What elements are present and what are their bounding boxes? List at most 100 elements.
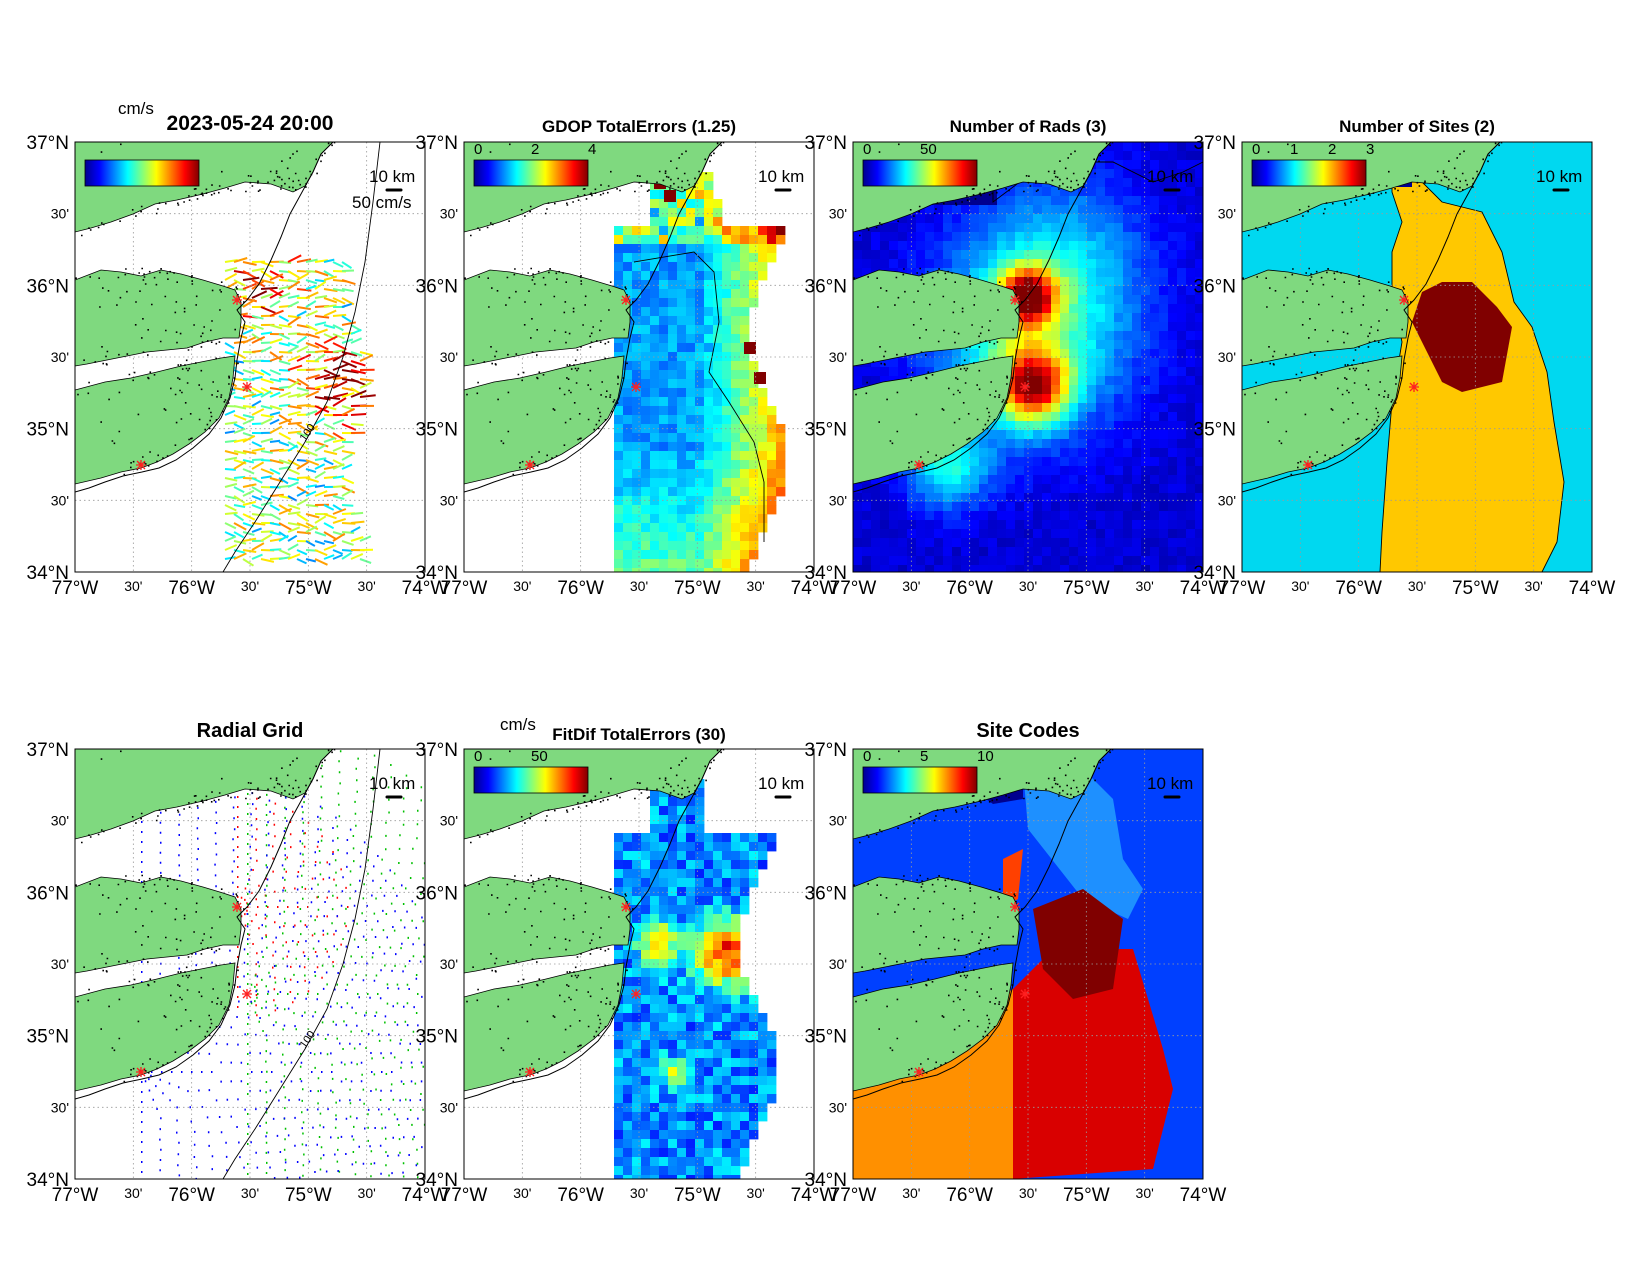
sites-map: 10 km 0 1 2 3: [1242, 141, 1592, 572]
sites-lon-tick-2: 76°W: [1335, 578, 1382, 599]
rads-lat-tick-1: 30': [829, 206, 847, 222]
sites-coast-speckle: [1242, 142, 1503, 476]
fitdif-land-1: [464, 876, 631, 974]
panel-gdop-total-errors: 10 km 0 2 4 37°N 30' 36°N 30' 35°N 30' 34°N77°W 30…: [416, 133, 838, 599]
grid-lon-tick-5: 30': [358, 1185, 376, 1201]
fitdif-colorbar-tick-0: 0: [474, 748, 482, 765]
grid-lat-tick-6: 34°N: [27, 1170, 69, 1191]
sites-lon-tick-6: 74°W: [1569, 578, 1616, 599]
codes-lat-tick-3: 30': [829, 956, 847, 972]
sites-colorbar-tick-2: 2: [1328, 141, 1336, 158]
grid-lat-tick-4: 35°N: [27, 1027, 69, 1048]
codes-colorbar-tick-2: 10: [977, 748, 994, 765]
fitdif-lat-tick-4: 35°N: [416, 1027, 458, 1048]
grid-radar-site-0: [232, 902, 242, 912]
grid-lat-tick-2: 36°N: [27, 883, 69, 904]
totals-lon-tick-6: 74°W: [402, 578, 449, 599]
codes-code-region-e: [1013, 949, 1173, 1179]
gdop-land-2: [464, 355, 625, 485]
codes-map: 10 km 0 5 10: [853, 748, 1203, 1179]
fitdif-lat-tick-5: 30': [440, 1099, 458, 1115]
grid-lon-tick-4: 75°W: [285, 1185, 332, 1206]
rads-map: 10 km 0 50: [853, 142, 1203, 572]
fitdif-radar-site-0: [621, 902, 631, 912]
rads-axes-frame: [852, 141, 1204, 573]
panel-fitdif-total-errors: 10 km 0 50 37°N 30' 36°N 30' 35°N 30' 34°N77°W 30…: [416, 740, 838, 1206]
gdop-scale-label: 10 km: [758, 167, 804, 186]
rads-lon-tick-4: 75°W: [1063, 578, 1110, 599]
grid-lon-tick-2: 76°W: [168, 1185, 215, 1206]
totals-lon-tick-0: 77°W: [52, 578, 99, 599]
gdop-contour: [633, 251, 765, 542]
gdop-lon-tick-1: 30': [513, 578, 531, 594]
fitdif-lat-tick-2: 36°N: [416, 883, 458, 904]
rads-lon-tick-1: 30': [902, 578, 920, 594]
vector-scale-label: 50 cm/s: [352, 193, 412, 212]
grid-land-2: [75, 962, 236, 1092]
sites-lat-tick-0: 37°N: [1194, 133, 1236, 154]
gdop-lon-tick-0: 77°W: [441, 578, 488, 599]
totals-scale-label: 10 km: [369, 167, 415, 186]
sites-lat-tick-6: 34°N: [1194, 563, 1236, 584]
sites-lon-tick-0: 77°W: [1219, 578, 1266, 599]
codes-land-1: [853, 876, 1020, 974]
gdop-lat-tick-6: 34°N: [416, 563, 458, 584]
rads-scale-label: 10 km: [1147, 167, 1193, 186]
sites-lat-tick-3: 30': [1218, 349, 1236, 365]
gdop-colorbar: [473, 159, 589, 187]
gdop-high-error-cell-1: [664, 190, 676, 202]
sites-lat-tick-5: 30': [1218, 492, 1236, 508]
gdop-coast-speckle: [464, 142, 725, 476]
sites-lon-tick-1: 30': [1291, 578, 1309, 594]
sites-scale-label: 10 km: [1536, 167, 1582, 186]
codes-lat-tick-1: 30': [829, 813, 847, 829]
rads-lat-tick-3: 30': [829, 349, 847, 365]
rads-lat-tick-2: 36°N: [805, 276, 847, 297]
panel-title-sites: Number of Sites (2): [1339, 117, 1495, 136]
sites-colorbar-tick-1: 1: [1290, 141, 1298, 158]
sites-three-site-region: [1412, 282, 1512, 392]
rads-lat-tick-5: 30': [829, 492, 847, 508]
codes-lat-tick-2: 36°N: [805, 883, 847, 904]
rads-lon-tick-5: 30': [1136, 578, 1154, 594]
totals-lat-tick-6: 34°N: [27, 563, 69, 584]
gdop-lon-tick-2: 76°W: [557, 578, 604, 599]
rads-lon-tick-6: 74°W: [1180, 578, 1227, 599]
grid-scale-label: 10 km: [369, 774, 415, 793]
fitdif-scale-label: 10 km: [758, 774, 804, 793]
grid-isobath-100: [222, 749, 381, 1179]
totals-lat-tick-2: 36°N: [27, 276, 69, 297]
sites-lat-tick-4: 35°N: [1194, 420, 1236, 441]
fitdif-lon-tick-0: 77°W: [441, 1185, 488, 1206]
rads-lat-tick-0: 37°N: [805, 133, 847, 154]
gdop-colorbar-tick-2: 4: [588, 141, 596, 158]
rads-lon-tick-3: 30': [1019, 578, 1037, 594]
codes-lon-tick-5: 30': [1136, 1185, 1154, 1201]
codes-radar-site-0: [1010, 902, 1020, 912]
codes-lat-tick-4: 35°N: [805, 1027, 847, 1048]
rads-lat-tick-4: 35°N: [805, 420, 847, 441]
grid-lat-tick-1: 30': [51, 813, 69, 829]
codes-lon-tick-6: 74°W: [1180, 1185, 1227, 1206]
codes-land-2: [853, 962, 1014, 1092]
panel-title-gdop: GDOP TotalErrors (1.25): [542, 117, 736, 136]
fitdif-lon-tick-3: 30': [630, 1185, 648, 1201]
grid-lon-tick-3: 30': [241, 1185, 259, 1201]
sites-land-1: [1242, 269, 1409, 367]
sites-radar-site-1: [1409, 382, 1419, 392]
grid-lat-tick-0: 37°N: [27, 740, 69, 761]
fitdif-lat-tick-0: 37°N: [416, 740, 458, 761]
totals-lon-tick-3: 30': [241, 578, 259, 594]
codes-radar-site-2: [914, 1067, 924, 1077]
gdop-high-error-cell-2: [744, 342, 756, 354]
gdop-lat-tick-3: 30': [440, 349, 458, 365]
fitdif-units-label: cm/s: [500, 715, 536, 734]
codes-code-region-b: [1023, 769, 1143, 919]
codes-axes-frame: [852, 748, 1204, 1180]
sites-radar-site-0: [1399, 295, 1409, 305]
rads-colorbar: [862, 159, 978, 187]
fitdif-lat-tick-3: 30': [440, 956, 458, 972]
